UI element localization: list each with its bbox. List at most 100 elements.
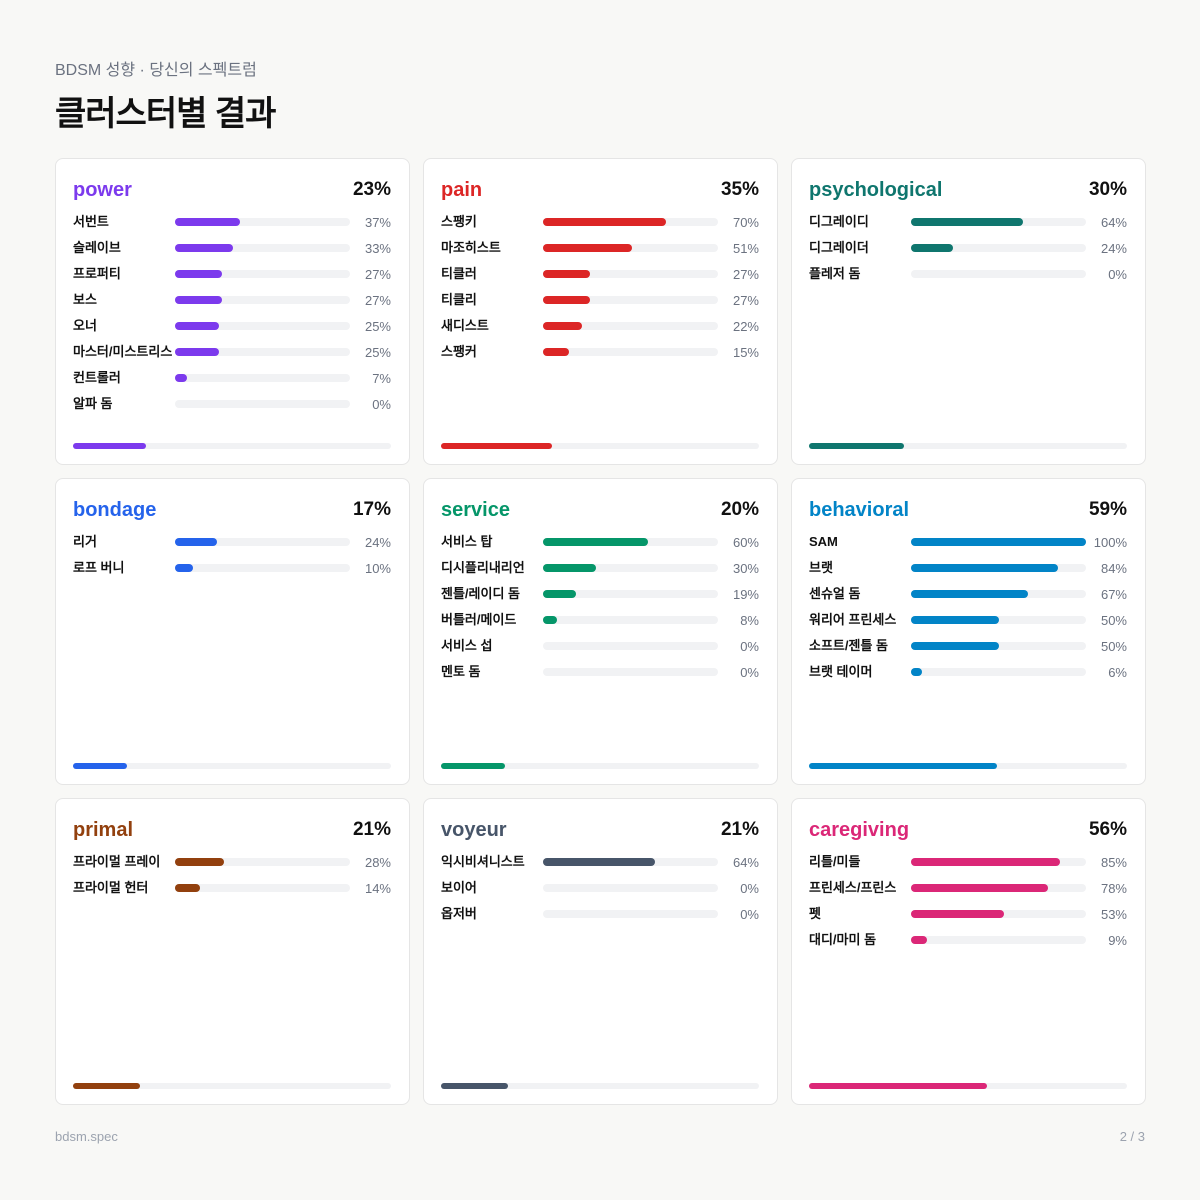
trait-label: 보스 [73,292,97,307]
trait-value: 28% [364,854,391,870]
trait-value: 51% [732,240,759,256]
trait-value: 0% [740,664,759,680]
bar-track [175,296,350,304]
card-header: bondage 17% [73,497,391,523]
bar-track [175,400,350,408]
bar-track [911,270,1086,278]
bar [911,642,999,650]
cluster-percent: 17% [352,499,391,520]
cluster-name: bondage [73,498,157,521]
bar [911,564,1058,572]
trait-row: SAM 100% [809,529,1127,555]
trait-label: 서번트 [73,214,109,229]
trait-row: 대디/마미 돔 9% [809,927,1127,953]
trait-value: 78% [1100,880,1127,896]
trait-label: 오너 [73,318,97,333]
bar [911,616,999,624]
cluster-name: primal [73,818,134,841]
trait-row: 보이어 0% [441,875,759,901]
cluster-bar-track [73,443,391,449]
page-title: 클러스터별 결과 [55,95,276,133]
bar [175,374,188,382]
cluster-bar [73,443,147,449]
trait-label: 컨트롤러 [73,370,121,385]
footer-brand: bdsm.spec [55,1129,118,1144]
trait-label: SAM [809,534,838,549]
bar [175,244,233,252]
bar [911,218,1023,226]
cluster-percent: 35% [720,179,759,200]
trait-value: 100% [1093,534,1127,550]
bar-track [175,348,350,356]
trait-row: 서비스 탑 60% [441,529,759,555]
card-header: power 23% [73,177,391,203]
trait-label: 리거 [73,534,97,549]
bar-track [543,244,718,252]
bar-track [175,884,350,892]
trait-row: 디그레이디 64% [809,209,1127,235]
trait-row: 스팽커 15% [441,339,759,365]
trait-value: 25% [364,318,391,334]
trait-value: 14% [364,880,391,896]
trait-label: 마스터/미스트리스 [73,344,173,359]
trait-row: 멘토 돔 0% [441,659,759,685]
trait-value: 9% [1108,932,1127,948]
bar [175,564,193,572]
bar [543,296,591,304]
cluster-card: psychological 30% 디그레이디 64% 디그레이더 24% 플레저 돔 0% [791,158,1146,465]
card-header: service 20% [441,497,759,523]
bar [911,244,953,252]
trait-value: 85% [1100,854,1127,870]
trait-label: 플레저 돔 [809,266,861,281]
bar-track [543,564,718,572]
trait-label: 프로퍼티 [73,266,121,281]
trait-label: 보이어 [441,880,477,895]
bar [175,218,240,226]
trait-label: 디그레이더 [809,240,869,255]
trait-label: 대디/마미 돔 [809,932,877,947]
bar-track [543,616,718,624]
bar [175,322,219,330]
cluster-bar [809,1083,988,1089]
trait-label: 마조히스트 [441,240,501,255]
trait-label: 티클리 [441,292,477,307]
trait-row: 알파 돔 0% [73,391,391,417]
bar [175,348,219,356]
bar-track [175,374,350,382]
trait-label: 센슈얼 돔 [809,586,861,601]
bar-track [175,538,350,546]
trait-row: 티클러 27% [441,261,759,287]
trait-row: 티클리 27% [441,287,759,313]
trait-label: 프라이멀 프레이 [73,854,161,869]
bar [911,538,1086,546]
cluster-bar-track [73,1083,391,1089]
bar [543,244,633,252]
cluster-bar [73,763,128,769]
bar-track [543,910,718,918]
trait-value: 0% [740,906,759,922]
trait-row: 워리어 프린세스 50% [809,607,1127,633]
trait-label: 버틀러/메이드 [441,612,517,627]
trait-value: 30% [732,560,759,576]
cluster-name: voyeur [441,818,507,841]
trait-row: 오너 25% [73,313,391,339]
trait-label: 젠틀/레이디 돔 [441,586,520,601]
bar-track [911,642,1086,650]
cluster-bar-track [809,763,1127,769]
cluster-name: pain [441,178,483,201]
trait-row: 브랫 테이머 6% [809,659,1127,685]
cluster-card: bondage 17% 리거 24% 로프 버니 10% [55,478,410,785]
trait-value: 7% [372,370,391,386]
cluster-bar-track [441,1083,759,1089]
page-indicator: 2 / 3 [1119,1129,1145,1144]
bar-track [543,642,718,650]
card-header: pain 35% [441,177,759,203]
cluster-bar-track [441,443,759,449]
cluster-name: psychological [809,178,943,201]
cluster-bar [441,1083,508,1089]
cluster-grid: power 23% 서번트 37% 슬레이브 33% 프로퍼티 27% 보스 27% 오너 25% 마스… [55,158,1146,1105]
cluster-card: service 20% 서비스 탑 60% 디시플리내리언 30% 젠틀/레이디 돔 19% 버… [423,478,778,785]
bar-track [543,322,718,330]
trait-value: 67% [1100,586,1127,602]
trait-row: 리틀/미들 85% [809,849,1127,875]
